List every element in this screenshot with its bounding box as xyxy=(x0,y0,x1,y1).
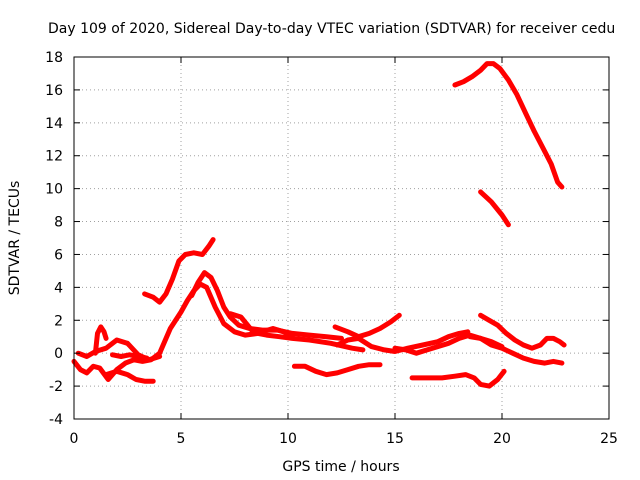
grid-lines xyxy=(74,57,609,419)
series-line-track-16 xyxy=(478,189,511,228)
x-tick-label: 10 xyxy=(279,431,297,447)
x-tick-label: 20 xyxy=(493,431,511,447)
series-line-track-4 xyxy=(103,368,156,384)
series-line-track-7 xyxy=(189,270,344,341)
y-axis-label: SDTVAR / TECUs xyxy=(7,181,23,296)
plot-frame xyxy=(73,56,610,420)
x-tick-label: 15 xyxy=(386,431,404,447)
x-axis-label: GPS time / hours xyxy=(282,459,399,475)
y-tick-label: 14 xyxy=(45,116,63,132)
y-tick-label: -2 xyxy=(49,379,63,395)
series-line-track-13 xyxy=(409,368,507,389)
series-line-track-8 xyxy=(227,311,295,340)
x-tick-label: 25 xyxy=(600,431,618,447)
x-tick-label: 0 xyxy=(70,431,79,447)
series-line-track-17 xyxy=(452,61,565,190)
y-tick-label: 10 xyxy=(45,182,63,198)
y-tick-label: 8 xyxy=(54,215,63,231)
series-line-track-14 xyxy=(467,334,565,366)
y-tick-label: 12 xyxy=(45,149,63,165)
y-tick-label: -4 xyxy=(49,412,63,428)
y-tick-label: 6 xyxy=(54,247,63,263)
data-series xyxy=(71,61,567,389)
series-line-track-9 xyxy=(291,362,383,378)
series-line-track-15 xyxy=(478,312,567,351)
series-line-track-3 xyxy=(92,324,109,356)
series-line-track-10 xyxy=(332,312,402,340)
series-line-track-6 xyxy=(142,237,216,305)
y-tick-label: 18 xyxy=(45,50,63,66)
y-tick-label: 4 xyxy=(54,280,63,296)
y-axis-ticks: -4 -2 0 2 4 6 8 10 12 14 16 18 xyxy=(45,50,609,428)
x-axis-ticks: 0 5 10 15 20 25 xyxy=(70,57,618,447)
x-tick-label: 5 xyxy=(177,431,186,447)
chart-title: Day 109 of 2020, Sidereal Day-to-day VTE… xyxy=(48,21,615,37)
y-tick-label: 2 xyxy=(54,313,63,329)
y-tick-label: 16 xyxy=(45,83,63,99)
series-line-track-5 xyxy=(110,352,150,361)
y-tick-label: 0 xyxy=(54,346,63,362)
